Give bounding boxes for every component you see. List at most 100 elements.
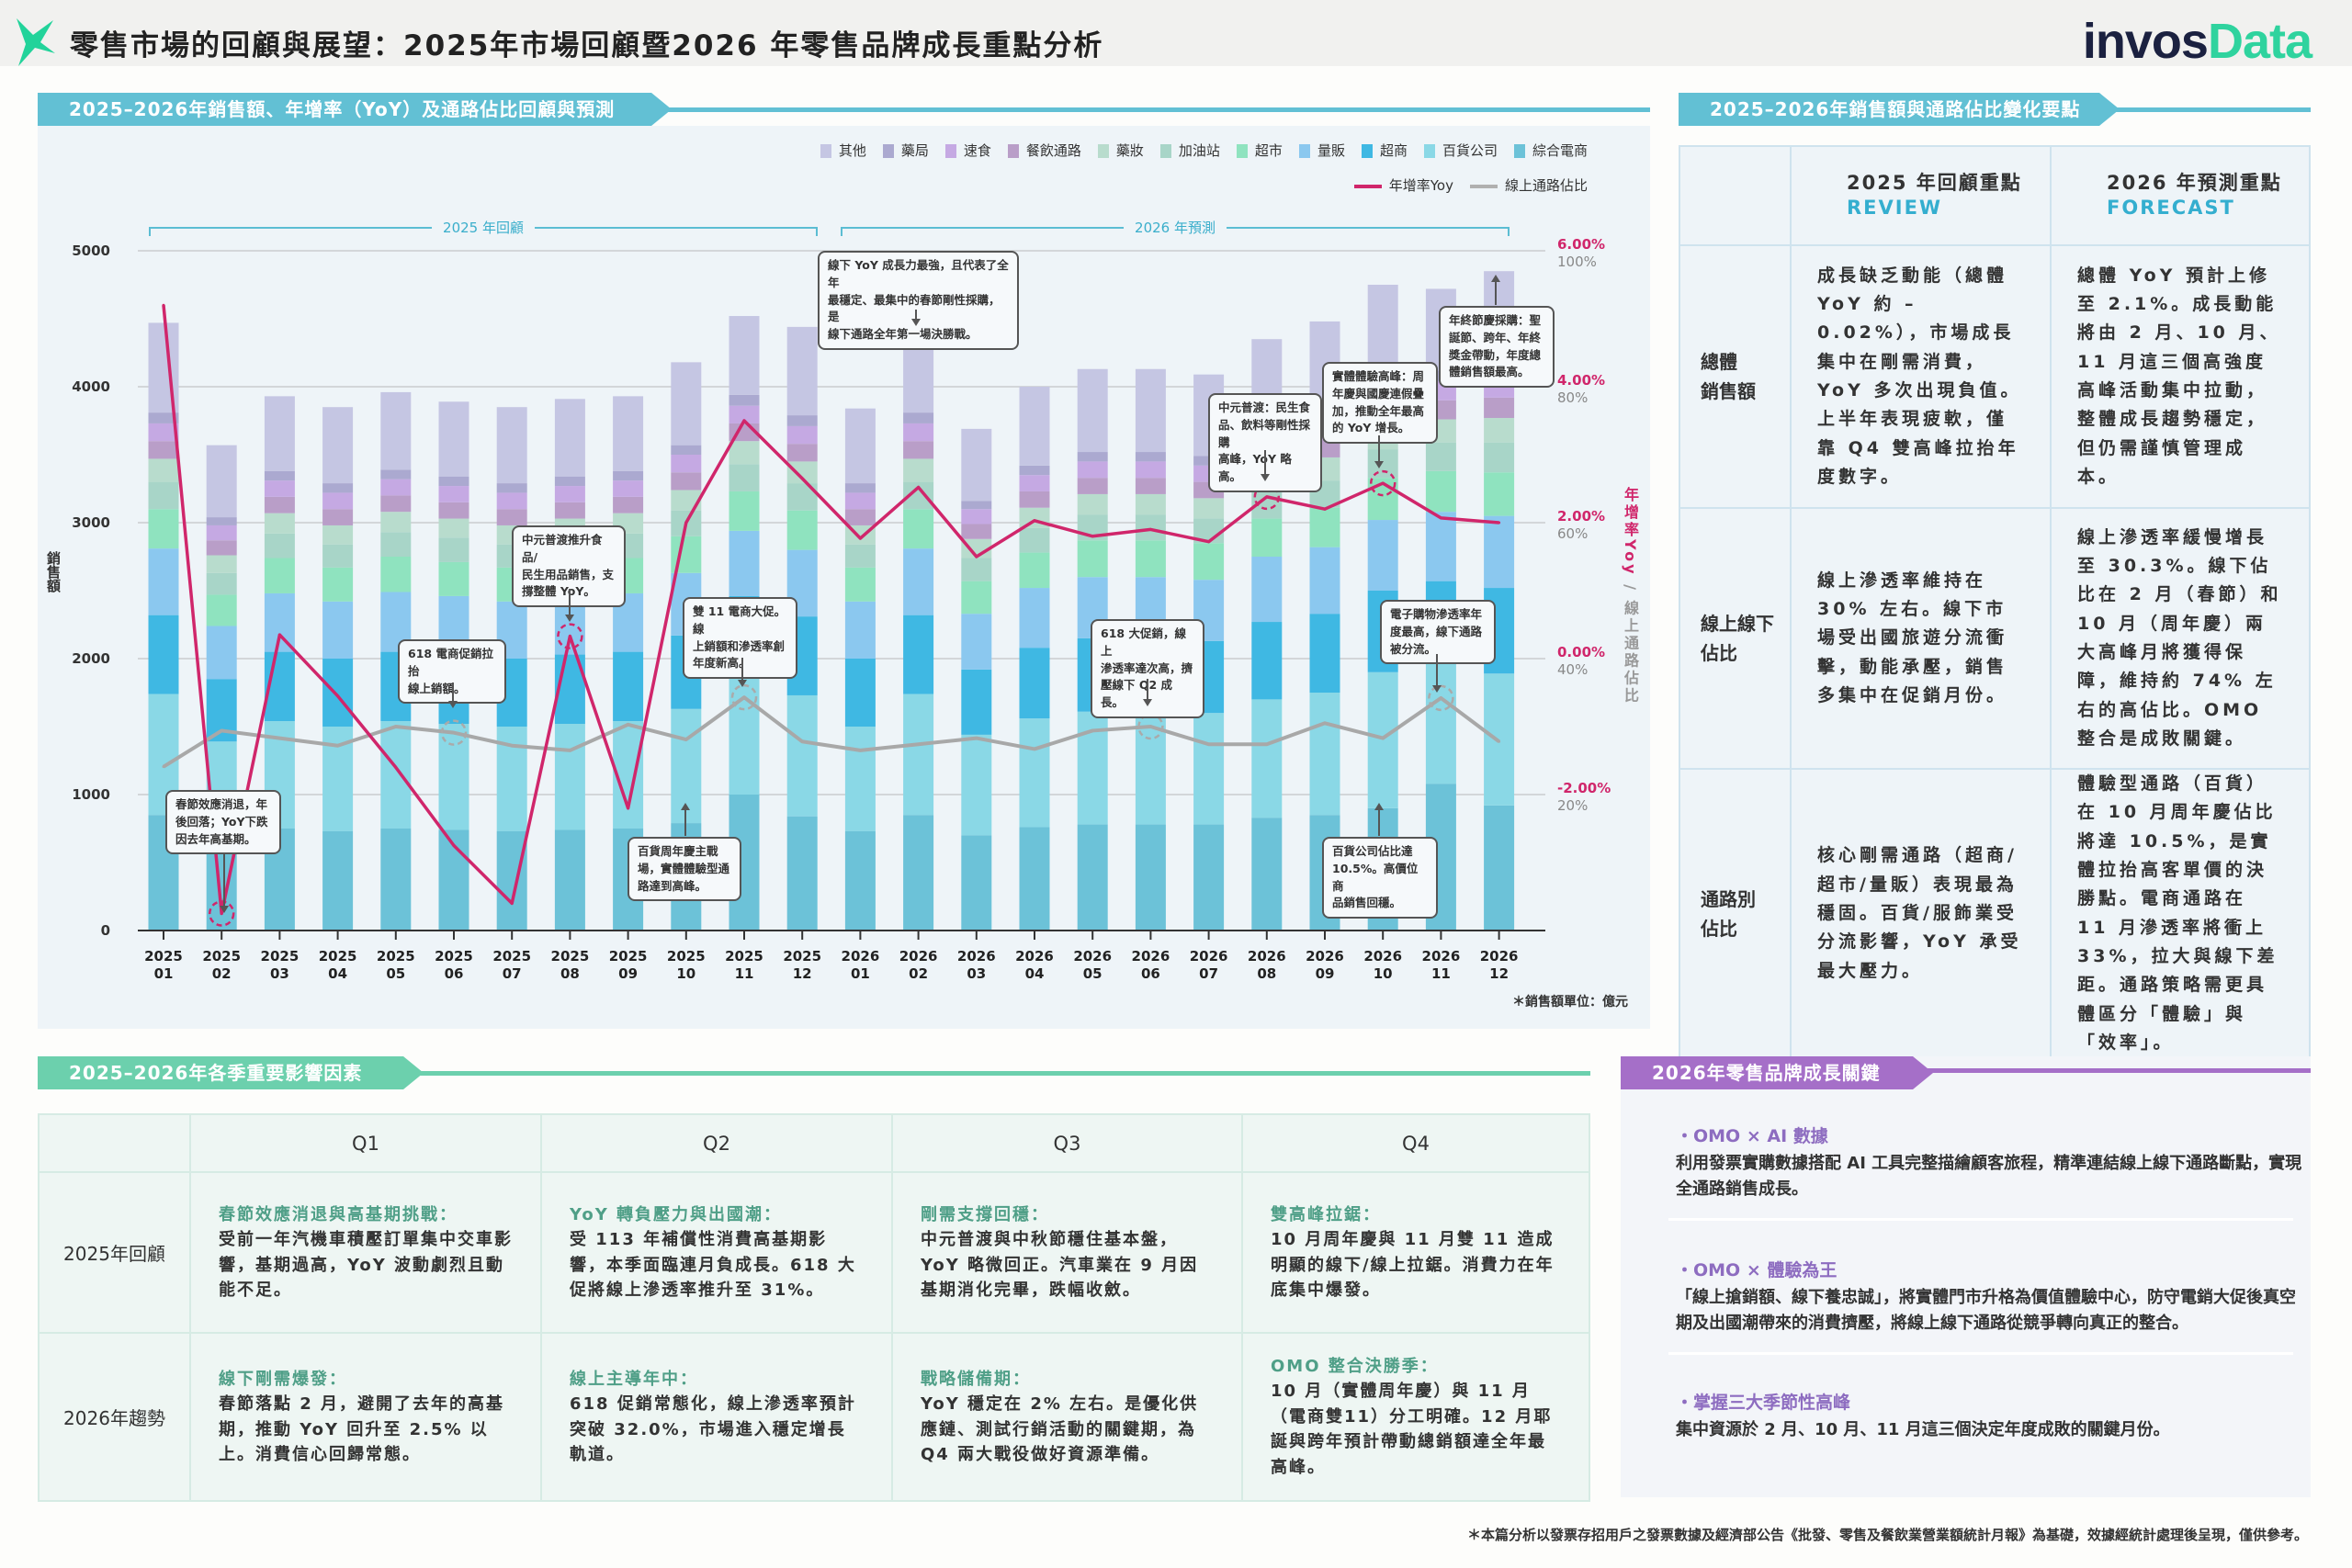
legend-label: 藥局: [900, 142, 929, 159]
data-point: [1265, 742, 1269, 746]
x-tick-label: 05: [386, 965, 405, 982]
data-point: [858, 536, 862, 540]
bar-segment-百貨公司: [438, 724, 469, 830]
x-tick-label: 2026: [1073, 948, 1112, 964]
bar-segment-藥局: [206, 517, 237, 525]
bar-segment-量販: [1425, 512, 1456, 581]
bar-segment-量販: [1484, 515, 1515, 589]
bar-segment-百貨公司: [1193, 713, 1225, 825]
bar-segment-百貨公司: [380, 721, 412, 829]
legend-swatch: [1513, 144, 1525, 158]
bar-segment-速食: [206, 525, 237, 541]
x-tick-label: 08: [560, 965, 580, 982]
bar-segment-速食: [613, 480, 644, 497]
x-tick-label: 09: [618, 965, 638, 982]
bar-segment-百貨公司: [1251, 699, 1283, 818]
data-point: [975, 555, 978, 558]
bar-segment-藥局: [903, 412, 934, 423]
quarter-header: Q3: [891, 1113, 1243, 1173]
divider: [1668, 1352, 2293, 1355]
highlight-circle: [440, 719, 468, 746]
bar-segment-綜合電商: [380, 829, 412, 931]
bar-segment-餐飲通路: [903, 441, 934, 459]
bar-segment-餐飲通路: [438, 502, 469, 519]
divider: [413, 1071, 1590, 1076]
x-tick-label: 2026: [1306, 948, 1344, 964]
bar-segment-綜合電商: [844, 830, 876, 931]
yoy-line: [162, 305, 1499, 916]
bar-segment-超商: [1251, 622, 1283, 700]
x-tick-label: 2025: [261, 948, 300, 964]
data-point: [162, 765, 165, 769]
legend-item: 餐飲通路: [1007, 141, 1081, 160]
legend-swatch: [1236, 144, 1248, 158]
online-share-line: [162, 695, 1500, 769]
annotation-department-store: 百貨公司佔比達 10.5%。高價位商 品銷售回穩。: [1322, 837, 1438, 919]
data-point: [1323, 507, 1327, 511]
list-item: ・掌握三大季節性高峰 集中資源於 2 月、10 月、11 月這三個決定年度成敗的…: [1676, 1393, 2170, 1439]
bar-segment-百貨公司: [786, 694, 818, 817]
legend-item: 速食: [944, 141, 991, 160]
table-row: 2025年回顧 春節效應消退與高基期挑戰： 受前一年汽機車積壓訂單集中交車影響，基…: [38, 1171, 1590, 1334]
x-tick-label: 07: [503, 965, 522, 982]
yoy-tick-label: 6.00%: [1557, 236, 1605, 253]
data-point: [1207, 742, 1211, 746]
data-point: [742, 695, 746, 699]
bar-segment-速食: [1135, 461, 1166, 479]
legend-swatch: [1007, 144, 1019, 158]
bar-segment-量販: [264, 592, 295, 652]
legend-label: 超市: [1254, 142, 1283, 159]
bar-segment-綜合電商: [1077, 824, 1108, 931]
arrow-icon: [1491, 275, 1500, 305]
x-tick-label: 2026: [899, 948, 938, 964]
bar-segment-超商: [1019, 648, 1050, 719]
bar-segment-百貨公司: [1425, 660, 1456, 784]
data-point: [627, 807, 630, 810]
bar-segment-藥局: [148, 412, 179, 423]
annotation-ghost-festival-2025: 中元普渡推升食品/ 民生用品銷售，支 撐整體 YoY。: [512, 525, 626, 607]
x-tick-label: 06: [1141, 965, 1160, 982]
bar-segment-藥局: [1019, 465, 1050, 476]
arrow-icon: [448, 682, 458, 708]
data-point: [394, 765, 398, 769]
bar-segment-綜合電商: [496, 830, 527, 931]
table-row: 線上線下 佔比 線上滲透率維持在 30% 左右。線下市場受出國旅遊分流衝擊，動能…: [1679, 507, 2311, 770]
bar-segment-加油站: [1135, 514, 1166, 541]
bar-segment-餐飲通路: [380, 495, 412, 513]
data-point: [1148, 725, 1152, 728]
legend-swatch: [882, 144, 894, 158]
bar-segment-餐飲通路: [786, 444, 818, 462]
bar-segment-藥妝: [903, 458, 934, 482]
x-tick-label: 12: [793, 965, 812, 982]
legend-swatch: [1298, 144, 1310, 158]
bar-segment-藥局: [496, 483, 527, 493]
bar-segment-速食: [148, 423, 179, 442]
arrow-icon: [1374, 435, 1384, 468]
data-point: [394, 725, 398, 728]
x-tick-label: 2025: [492, 948, 531, 964]
divider: [662, 107, 1650, 112]
legend-item: 藥局: [882, 141, 929, 160]
bar-segment-速食: [264, 480, 295, 497]
bar-segment-藥妝: [729, 441, 760, 465]
data-point: [568, 749, 571, 752]
x-tick-label: 03: [270, 965, 289, 982]
legend-swatch: [1423, 144, 1435, 158]
x-tick-label: 2025: [725, 948, 763, 964]
bar-segment-量販: [844, 601, 876, 659]
bar-segment-藥局: [380, 469, 412, 479]
bar-segment-速食: [496, 492, 527, 510]
legend-swatch: [1097, 144, 1109, 158]
bar-segment-藥妝: [438, 518, 469, 538]
x-tick-label: 2026: [1363, 948, 1402, 964]
bar-segment-量販: [1309, 547, 1340, 615]
legend-label: 藥妝: [1115, 142, 1144, 159]
bar-segment-百貨公司: [903, 694, 934, 816]
data-point: [1265, 495, 1269, 499]
data-point: [1439, 696, 1442, 700]
data-point: [1033, 747, 1036, 750]
y-tick-label: 5000: [72, 243, 110, 259]
bar-segment-超市: [1425, 470, 1456, 513]
data-point: [1439, 516, 1442, 520]
bar-segment-藥妝: [1484, 418, 1515, 443]
